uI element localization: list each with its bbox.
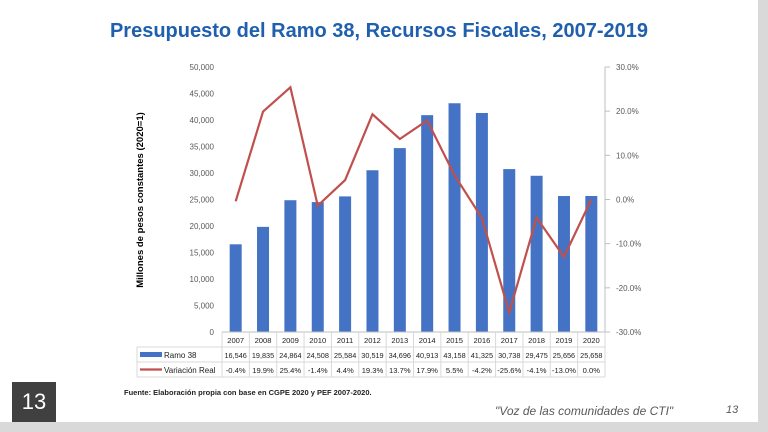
table-cell-variacion: -13.0% [552, 366, 576, 375]
table-cell-variacion: -4.1% [527, 366, 547, 375]
legend-label: Ramo 38 [164, 351, 197, 360]
table-cell-ramo38: 30,519 [361, 351, 383, 360]
slide-number-badge: 13 [12, 382, 56, 422]
x-tick-label: 2015 [446, 336, 463, 345]
table-cell-ramo38: 25,656 [553, 351, 575, 360]
bar [229, 244, 242, 332]
legend-label: Variación Real [164, 366, 216, 375]
x-tick-label: 2016 [473, 336, 490, 345]
y-tick-label: 0 [210, 328, 215, 337]
y-tick-label: 5,000 [194, 302, 215, 311]
table-cell-variacion: -25.6% [497, 366, 521, 375]
table-cell-ramo38: 25,584 [334, 351, 356, 360]
y-tick-label: 45,000 [190, 90, 215, 99]
table-cell-ramo38: 24,864 [279, 351, 301, 360]
y2-tick-label: -30.0% [616, 328, 641, 337]
y-tick-label: 20,000 [190, 222, 215, 231]
bar [557, 196, 570, 332]
table-cell-variacion: 5.5% [446, 366, 464, 375]
y2-tick-label: 10.0% [616, 151, 639, 160]
page-number: 13 [726, 404, 739, 416]
x-tick-label: 2011 [337, 336, 353, 345]
table-cell-variacion: 19.3% [362, 366, 384, 375]
y2-tick-label: 20.0% [616, 107, 639, 116]
table-cell-ramo38: 16,546 [225, 351, 247, 360]
x-tick-label: 2020 [583, 336, 600, 345]
x-tick-label: 2008 [255, 336, 272, 345]
x-tick-label: 2014 [419, 336, 436, 345]
y-tick-label: 15,000 [190, 249, 215, 258]
bar [257, 226, 270, 332]
y-axis-label: Millones de pesos constantes (2020=1) [135, 112, 146, 288]
table-cell-variacion: 25.4% [280, 366, 302, 375]
y-tick-label: 35,000 [190, 143, 215, 152]
bar [475, 112, 488, 332]
bar [421, 115, 434, 332]
y-tick-label: 30,000 [190, 169, 215, 178]
bar [284, 200, 297, 332]
y2-tick-label: 0.0% [616, 196, 634, 205]
x-tick-label: 2013 [391, 336, 408, 345]
table-cell-variacion: 13.7% [389, 366, 411, 375]
table-cell-ramo38: 40,913 [416, 351, 438, 360]
y2-tick-label: -20.0% [616, 284, 641, 293]
bar [393, 148, 406, 332]
bar [585, 196, 598, 332]
x-tick-label: 2009 [282, 336, 299, 345]
bar [530, 175, 543, 332]
chart-title: Presupuesto del Ramo 38, Recursos Fiscal… [109, 20, 649, 42]
table-cell-ramo38: 25,658 [580, 351, 602, 360]
table-cell-variacion: -4.2% [472, 366, 492, 375]
table-cell-ramo38: 24,508 [307, 351, 329, 360]
y-tick-label: 50,000 [190, 63, 215, 72]
y2-tick-label: 30.0% [616, 63, 639, 72]
line-series [234, 85, 593, 317]
y-tick-label: 10,000 [190, 275, 215, 284]
table-cell-ramo38: 29,475 [525, 351, 547, 360]
bar [448, 103, 461, 332]
x-tick-label: 2018 [528, 336, 545, 345]
bar [503, 169, 516, 332]
table-cell-ramo38: 41,325 [471, 351, 493, 360]
x-tick-label: 2007 [227, 336, 244, 345]
x-tick-label: 2010 [309, 336, 326, 345]
source-note: Fuente: Elaboración propia con base en C… [124, 388, 372, 397]
table-cell-variacion: 17.9% [416, 366, 438, 375]
y-tick-label: 40,000 [190, 116, 215, 125]
table-cell-variacion: -1.4% [308, 366, 328, 375]
bar [339, 196, 352, 332]
footer-quote: "Voz de las comunidades de CTI" [495, 404, 674, 418]
table-cell-variacion: 0.0% [583, 366, 601, 375]
x-tick-label: 2019 [556, 336, 573, 345]
slide: Presupuesto del Ramo 38, Recursos Fiscal… [0, 0, 758, 422]
legend-swatch-bar [140, 352, 162, 357]
table-cell-ramo38: 34,696 [389, 351, 411, 360]
table-cell-ramo38: 30,738 [498, 351, 520, 360]
x-tick-label: 2012 [364, 336, 381, 345]
bar [311, 202, 324, 332]
bar [366, 170, 379, 332]
x-tick-label: 2017 [501, 336, 518, 345]
table-cell-ramo38: 43,158 [443, 351, 465, 360]
table-cell-variacion: -0.4% [226, 366, 246, 375]
table-cell-variacion: 19.9% [252, 366, 274, 375]
y-tick-label: 25,000 [190, 196, 215, 205]
table-cell-variacion: 4.4% [336, 366, 354, 375]
table-cell-ramo38: 19,835 [252, 351, 274, 360]
y2-tick-label: -10.0% [616, 240, 641, 249]
